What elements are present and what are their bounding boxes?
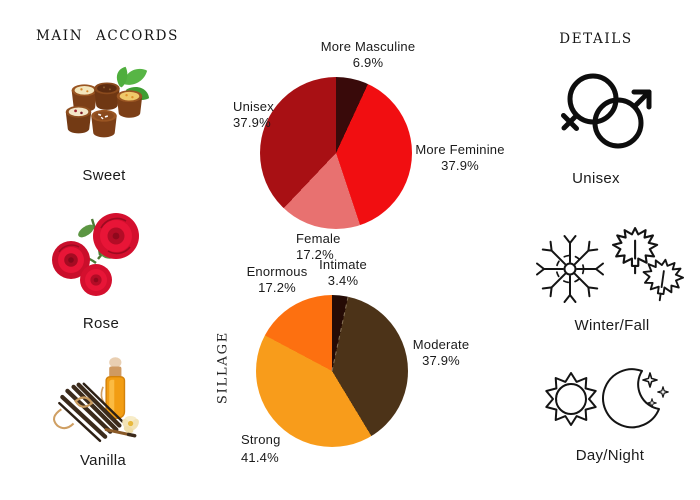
snowflake-icon bbox=[536, 235, 604, 303]
sparkle-stars bbox=[642, 372, 669, 408]
detail-label-day-night: Day/Night bbox=[575, 447, 645, 464]
unisex-gender-icon bbox=[560, 70, 655, 156]
pie-label-moderate: Moderate 37.9% bbox=[412, 337, 470, 368]
gender-pie-chart bbox=[260, 77, 412, 229]
main-accords-title: MAIN ACCORDS bbox=[36, 28, 179, 44]
detail-label-winter-fall: Winter/Fall bbox=[574, 317, 650, 334]
sillage-axis-label: SILLAGE bbox=[215, 330, 231, 405]
accord-label-rose: Rose bbox=[82, 315, 120, 332]
pie-label-female: Female 17.2% bbox=[296, 231, 341, 262]
pie-label-enormous: Enormous 17.2% bbox=[246, 264, 308, 295]
pie-label-intimate: Intimate 3.4% bbox=[319, 257, 367, 288]
vanilla-pods-oil-icon bbox=[46, 340, 150, 452]
chocolate-pralines-icon bbox=[55, 62, 153, 148]
accord-label-vanilla: Vanilla bbox=[79, 452, 127, 469]
snowflake-maple-leaves-icon bbox=[528, 226, 688, 310]
sillage-pie-dashed-divider bbox=[331, 296, 349, 372]
sun-icon bbox=[545, 372, 597, 426]
sun-moon-icon bbox=[538, 362, 670, 436]
red-roses-icon bbox=[48, 203, 154, 299]
pie-label-strong: Strong 41.4% bbox=[241, 432, 281, 465]
accord-label-sweet: Sweet bbox=[82, 167, 126, 184]
details-title: DETAILS bbox=[559, 31, 633, 47]
pie-label-more-feminine: More Feminine 37.9% bbox=[415, 142, 505, 173]
maple-leaf-icon bbox=[639, 256, 687, 304]
pie-label-unisex: Unisex 37.9% bbox=[233, 99, 274, 130]
crescent-moon-icon bbox=[602, 368, 669, 429]
detail-label-unisex: Unisex bbox=[572, 170, 620, 187]
pie-label-more-masculine: More Masculine 6.9% bbox=[320, 39, 416, 70]
